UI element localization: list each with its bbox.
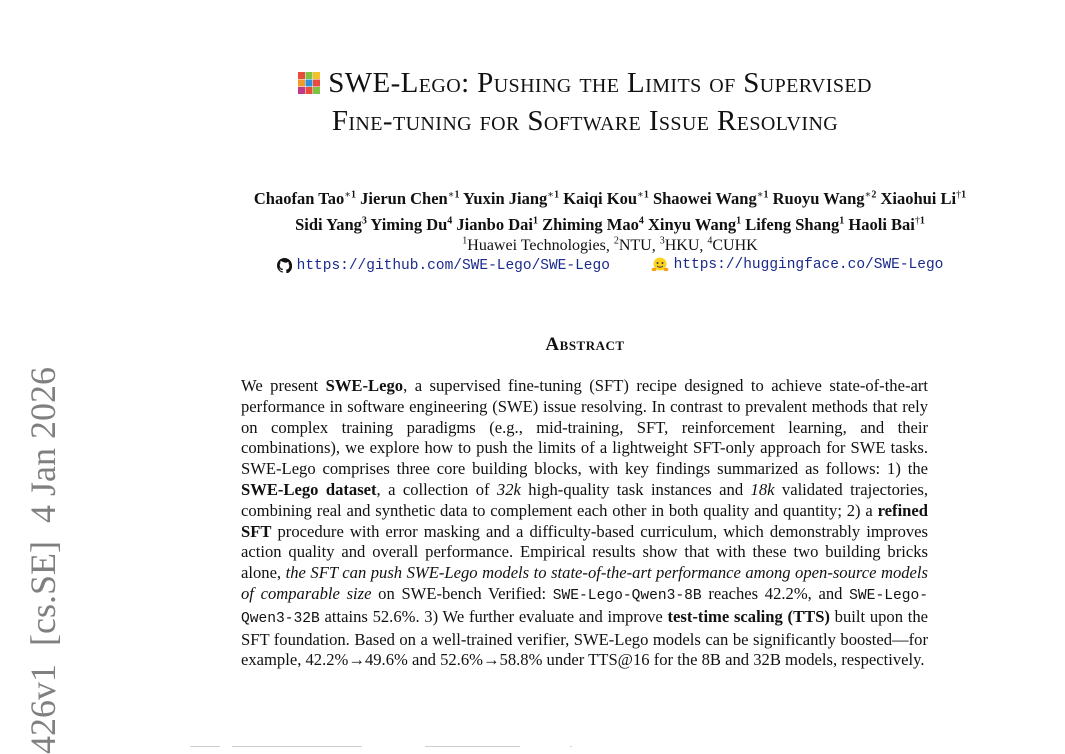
author-list: Chaofan Tao∗1 Jierun Chen∗1 Yuxin Jiang∗… (150, 183, 1065, 236)
author-affiliation-mark: ∗1 (756, 189, 769, 200)
lego-brick-icon (298, 72, 321, 94)
abstract-segment: the SFT can push SWE-Lego models to stat… (241, 563, 928, 603)
author-affiliation-mark: ∗1 (344, 189, 357, 200)
author-name: Shaowei Wang∗1 (652, 188, 769, 208)
abstract-segment: , a supervised fine-tuning (SFT) recipe … (241, 376, 928, 479)
github-link[interactable]: https://github.com/SWE-Lego/SWE-Lego (276, 255, 610, 277)
author-affiliation-mark: 4 (447, 215, 453, 227)
huggingface-icon (651, 257, 669, 272)
author-affiliation-mark: †1 (914, 215, 925, 227)
author-affiliation-mark: ∗1 (447, 189, 460, 200)
author-line-1: Chaofan Tao∗1 Jierun Chen∗1 Yuxin Jiang∗… (150, 183, 1065, 210)
abstract-segment: procedure with error masking and a diffi… (241, 521, 928, 583)
affiliation: 2NTU (613, 236, 652, 255)
abstract-segment: SWE-Lego-Qwen3-32B (241, 587, 928, 627)
author-name: Xinyu Wang1 (647, 215, 742, 234)
author-name: Kaiqi Kou∗1 (563, 188, 649, 208)
table-rule-fragment (570, 746, 572, 747)
paper-title: SWE-Lego: Pushing the Limits of Supervis… (185, 64, 985, 140)
author-name: Lifeng Shang1 (745, 215, 845, 234)
author-affiliation-mark: 3 (361, 215, 367, 227)
author-affiliation-mark: 1 (532, 215, 538, 227)
author-name: Chaofan Tao∗1 (253, 188, 357, 208)
author-name: Haoli Bai†1 (848, 215, 925, 234)
abstract-heading: Abstract (545, 334, 625, 355)
abstract-segment: SWE-Lego (325, 376, 404, 395)
affiliation: 1Huawei Technologies (462, 236, 606, 255)
abstract-segment: SWE-Lego-Qwen3-8B (552, 587, 702, 604)
affiliation: 4CUHK (707, 236, 758, 255)
author-affiliation-mark: 1 (736, 215, 742, 227)
author-line-2: Sidi Yang3 Yiming Du4 Jianbo Dai1 Zhimin… (150, 210, 1065, 237)
title-line-1: SWE-Lego: Pushing the Limits of Supervis… (185, 64, 985, 102)
abstract-segment: , a collection of (376, 479, 497, 499)
author-affiliation-mark: 4 (638, 215, 644, 227)
arxiv-stamp: 426v1 [cs.SE] 4 Jan 2026 (23, 367, 63, 754)
abstract-segment: on SWE-bench Verified: (371, 583, 553, 603)
abstract-segment: attains 52.6%. 3) We further evaluate an… (319, 606, 668, 626)
author-name: Jierun Chen∗1 (360, 188, 460, 208)
table-rule-fragment (190, 746, 220, 747)
abstract-segment: validated trajectories, combining real a… (241, 479, 928, 520)
affiliations: 1Huawei Technologies, 2NTU, 3HKU, 4CUHK (462, 236, 758, 255)
table-rule-fragment (232, 746, 362, 747)
author-name: Sidi Yang3 (295, 215, 367, 234)
table-rule-fragment (425, 746, 520, 747)
title-line-2: Fine-tuning for Software Issue Resolving (331, 105, 839, 137)
abstract-segment: 18k (750, 479, 775, 499)
author-affiliation-mark: †1 (956, 189, 967, 200)
github-icon (276, 258, 292, 273)
author-name: Yiming Du4 (370, 215, 453, 234)
abstract-body: We present SWE-Lego, a supervised fine-t… (241, 376, 928, 671)
abstract-segment: test-time scaling (TTS) (667, 606, 830, 626)
abstract-segment: refined SFT (241, 500, 928, 541)
resource-links: https://github.com/SWE-Lego/SWE-Lego htt… (150, 254, 1065, 281)
author-affiliation-mark: 1 (839, 215, 845, 227)
affiliation: 3HKU (659, 236, 700, 255)
abstract-segment: high-quality task instances and (520, 479, 751, 499)
author-affiliation-mark: ∗1 (637, 189, 649, 200)
title-text-1: SWE-Lego: Pushing the Limits of Supervis… (328, 67, 872, 99)
huggingface-url: https://huggingface.co/SWE-Lego (673, 257, 944, 273)
author-name: Zhiming Mao4 (542, 215, 644, 234)
abstract-segment: 32k (496, 479, 521, 499)
author-name: Yuxin Jiang∗1 (463, 188, 560, 208)
abstract-segment: SWE-Lego dataset (241, 479, 377, 499)
huggingface-link[interactable]: https://huggingface.co/SWE-Lego (651, 254, 944, 276)
author-name: Jianbo Dai1 (456, 215, 538, 234)
abstract-segment: We present (241, 376, 326, 395)
abstract-segment: built upon the SFT foundation. Based on … (241, 606, 929, 670)
abstract-segment: reaches 42.2%, and (701, 583, 850, 603)
github-url: https://github.com/SWE-Lego/SWE-Lego (296, 257, 610, 274)
author-name: Xiaohui Li†1 (880, 188, 967, 208)
author-affiliation-mark: ∗2 (864, 189, 877, 200)
author-name: Ruoyu Wang∗2 (772, 188, 877, 208)
author-affiliation-mark: ∗1 (547, 189, 560, 200)
